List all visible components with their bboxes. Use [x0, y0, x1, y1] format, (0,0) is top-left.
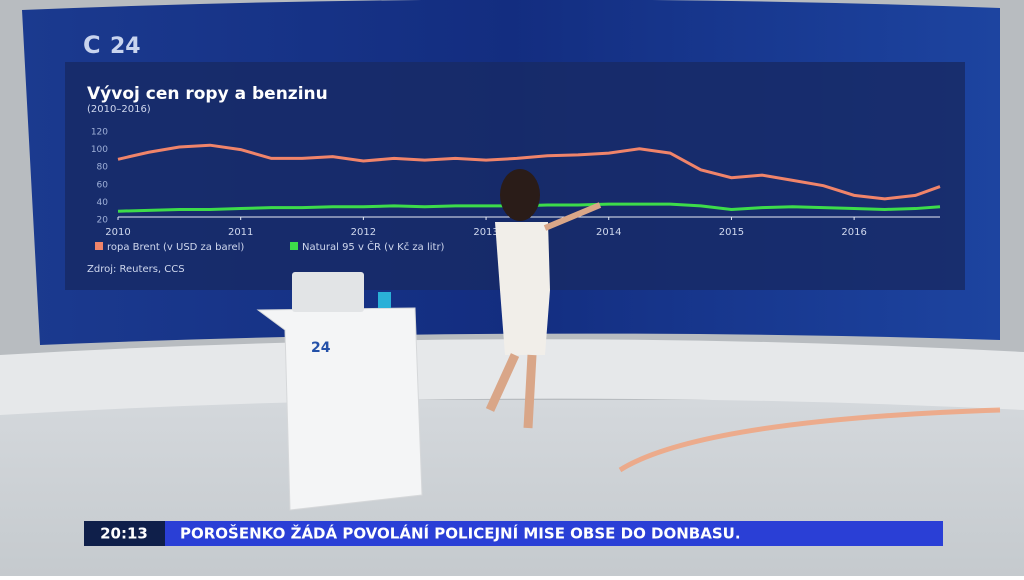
dress [495, 222, 550, 355]
logo: 24 [110, 34, 141, 59]
chart-subtitle: (2010–2016) [87, 104, 151, 115]
x-tick-label: 2012 [351, 227, 376, 238]
legs [485, 353, 537, 429]
legend-swatch [95, 242, 103, 250]
y-tick-label: 40 [97, 198, 109, 208]
x-tick-label: 2014 [596, 227, 621, 238]
ticker-bar [165, 521, 943, 546]
y-tick-label: 120 [91, 128, 108, 138]
y-tick-label: 100 [91, 145, 108, 155]
cup [378, 292, 391, 308]
screen-base [0, 339, 1024, 415]
x-tick-label: 2010 [105, 227, 130, 238]
ticker-headline: POROŠENKO ŽÁDÁ POVOLÁNÍ POLICEJNÍ MISE O… [180, 524, 741, 543]
legend-label: ropa Brent (v USD za barel) [107, 242, 244, 253]
x-tick-label: 2016 [841, 227, 866, 238]
legend-swatch [290, 242, 298, 250]
chart-title: Vývoj cen ropy a benzinu [87, 84, 328, 104]
source: Zdroj: Reuters, CCS [87, 264, 185, 275]
x-tick-label: 2013 [473, 227, 498, 238]
x-tick-label: 2015 [719, 227, 744, 238]
ticker-time: 20:13 [100, 525, 148, 543]
arm [543, 202, 602, 231]
y-tick-label: 80 [97, 163, 109, 173]
y-tick-label: 20 [97, 216, 109, 226]
series-line [117, 143, 941, 201]
x-tick-label: 2011 [228, 227, 253, 238]
ticker-time-box [84, 521, 165, 546]
desk [256, 307, 423, 511]
floor-light [618, 407, 1001, 473]
floor [0, 400, 1024, 576]
logo-c: C [83, 31, 101, 59]
hair [500, 169, 540, 221]
y-tick-label: 60 [97, 180, 109, 190]
legend-label: Natural 95 v ČR (v Kč za litr) [302, 240, 445, 253]
laptop [292, 272, 364, 312]
desk-logo: 24 [311, 340, 331, 356]
